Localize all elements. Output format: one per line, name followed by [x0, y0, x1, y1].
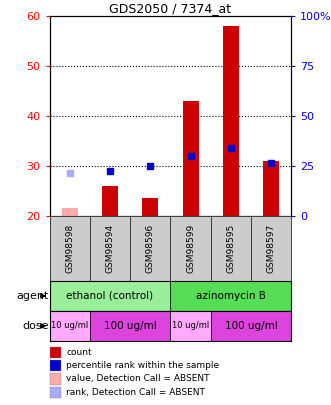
Text: GSM98596: GSM98596: [146, 224, 155, 273]
Bar: [50, 281, 170, 311]
Text: GSM98594: GSM98594: [106, 224, 115, 273]
Text: rank, Detection Call = ABSENT: rank, Detection Call = ABSENT: [66, 388, 205, 397]
Text: agent: agent: [17, 291, 49, 301]
Bar: [142, 198, 158, 216]
Text: dose: dose: [23, 321, 49, 331]
Text: value, Detection Call = ABSENT: value, Detection Call = ABSENT: [66, 375, 210, 384]
Bar: [211, 311, 291, 341]
Text: GSM98597: GSM98597: [267, 224, 276, 273]
Text: 10 ug/ml: 10 ug/ml: [51, 322, 88, 330]
Bar: [90, 311, 170, 341]
Bar: [223, 26, 239, 216]
Bar: [62, 209, 78, 216]
Text: ethanol (control): ethanol (control): [67, 291, 154, 301]
Text: 100 ug/ml: 100 ug/ml: [104, 321, 157, 331]
Text: 100 ug/ml: 100 ug/ml: [225, 321, 277, 331]
Bar: [183, 101, 199, 216]
Text: GSM98595: GSM98595: [226, 224, 235, 273]
Text: GSM98598: GSM98598: [65, 224, 74, 273]
Bar: [50, 311, 90, 341]
Text: GSM98599: GSM98599: [186, 224, 195, 273]
Bar: [102, 186, 118, 216]
Text: percentile rank within the sample: percentile rank within the sample: [66, 361, 219, 370]
Title: GDS2050 / 7374_at: GDS2050 / 7374_at: [110, 2, 231, 15]
Bar: [263, 161, 279, 216]
Bar: [170, 281, 291, 311]
Bar: [170, 311, 211, 341]
Text: azinomycin B: azinomycin B: [196, 291, 266, 301]
Text: count: count: [66, 348, 92, 357]
Text: 10 ug/ml: 10 ug/ml: [172, 322, 209, 330]
